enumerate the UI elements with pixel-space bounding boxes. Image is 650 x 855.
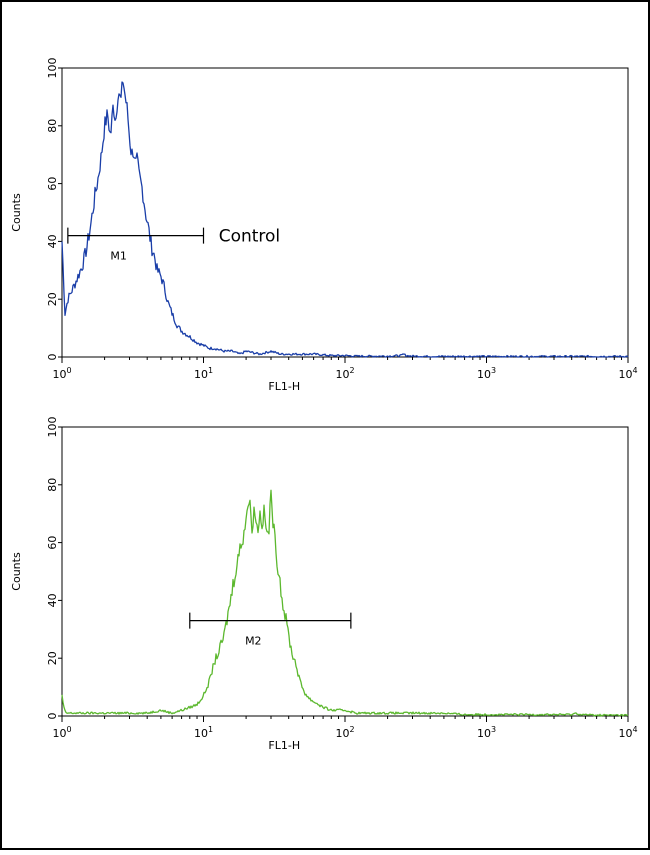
x-tick-label: 102: [335, 725, 354, 740]
y-tick-label: 40: [46, 234, 59, 248]
x-axis-title: FL1-H: [268, 380, 300, 393]
y-tick-label: 20: [46, 292, 59, 306]
y-tick-label: 80: [46, 119, 59, 133]
x-tick-label: 101: [194, 725, 213, 740]
histogram-panel-1: 0 20 40 60 80 100 Counts 100 101 102 103 104 FL1-H M1…: [10, 58, 638, 394]
y-axis-title: Counts: [10, 193, 23, 232]
x-tick-label: 104: [618, 366, 637, 381]
y-tick-label: 20: [46, 651, 59, 665]
x-axis-title: FL1-H: [268, 739, 300, 752]
histogram-series: [61, 489, 629, 717]
x-tick-label: 101: [194, 366, 213, 381]
x-tick-label: 102: [335, 366, 354, 381]
histogram-panel-2: 0 20 40 60 80 100 Counts 100 101 102 103 104 FL1-H M2: [10, 417, 638, 753]
histogram-series: [61, 81, 629, 358]
x-tick-label: 104: [618, 725, 637, 740]
annotation-label: Control: [219, 227, 280, 247]
x-tick-label: 103: [477, 366, 496, 381]
y-tick-label: 0: [46, 713, 59, 720]
x-tick-label: 100: [52, 366, 71, 381]
x-tick-label: 100: [52, 725, 71, 740]
marker-label: M2: [245, 635, 262, 648]
y-tick-label: 100: [46, 58, 59, 79]
x-tick-label: 103: [477, 725, 496, 740]
y-tick-label: 60: [46, 177, 59, 191]
y-tick-label: 100: [46, 417, 59, 438]
y-tick-label: 80: [46, 478, 59, 492]
marker-label: M1: [110, 250, 127, 263]
y-tick-label: 0: [46, 354, 59, 361]
y-tick-label: 40: [46, 593, 59, 607]
y-axis-title: Counts: [10, 552, 23, 591]
y-tick-label: 60: [46, 536, 59, 550]
